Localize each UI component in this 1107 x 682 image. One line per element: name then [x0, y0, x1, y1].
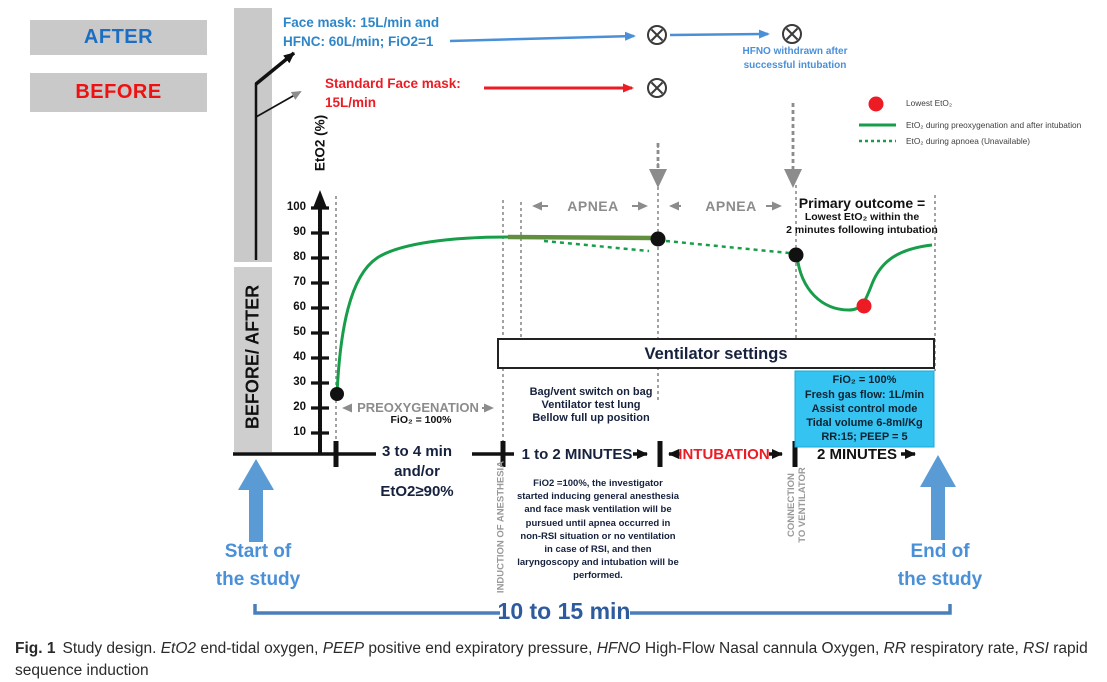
induction-description: FiO2 =100%, the investigator started ind…: [516, 478, 680, 582]
preoxygenation-fio2-label: FiO₂ = 100%: [390, 414, 452, 426]
figure-caption: Fig. 1 Study design. EtO2 end-tidal oxyge…: [15, 640, 1088, 679]
crossed-circle-icon: [782, 24, 802, 44]
primary-outcome-line2: 2 minutes following intubation: [786, 224, 938, 236]
after-strategy-label: Face mask: 15L/min and HFNC: 60L/min; Fi…: [283, 15, 440, 49]
ventilator-settings-title: Ventilator settings: [644, 345, 788, 363]
before-arm-box: BEFORE: [30, 73, 207, 112]
before-after-bar-label: BEFORE/ AFTER: [242, 284, 263, 430]
x-axis-timeline: [233, 441, 916, 467]
end-of-study-label: End of the study: [897, 541, 983, 590]
intubation-label: INTUBATION: [678, 446, 770, 463]
y-tick-label: 60: [293, 301, 306, 313]
ventilator-settings-detail-box: [794, 370, 935, 448]
preoxygenation-duration: 3 to 4 min and/or EtO2≥90%: [380, 443, 454, 500]
primary-outcome-title: Primary outcome =: [798, 195, 926, 211]
y-tick-label: 70: [293, 276, 306, 288]
y-tick-label: 30: [293, 376, 306, 388]
ventilator-settings-detail: FiO₂ = 100% Fresh gas flow: 1L/min Assis…: [804, 374, 925, 444]
curve-dots: [330, 231, 872, 401]
y-axis-label: EtO2 (%): [312, 114, 328, 172]
hfno-withdrawal-note: HFNO withdrawn after successful intubati…: [742, 46, 848, 71]
connection-vertical-label: CONNECTION TO VENTILATOR: [786, 467, 808, 543]
bagvent-note: Bag/vent switch on bag Ventilator test l…: [529, 386, 653, 424]
crossed-circle-icon: [647, 25, 667, 45]
lowest-eto2-dot: [856, 298, 872, 314]
after-arm-box: AFTER: [30, 20, 207, 55]
preoxygenation-label: PREOXYGENATION: [357, 400, 479, 415]
arm-connector-arrows: [254, 51, 302, 260]
primary-outcome-line1: Lowest EtO₂ within the: [804, 211, 920, 223]
y-tick-label: 10: [293, 426, 306, 438]
y-axis: [311, 190, 329, 455]
total-duration-bracket: [253, 604, 952, 615]
crossed-circle-icon: [647, 78, 667, 98]
y-tick-label: 40: [293, 351, 306, 363]
legend-dotted-label: EtO₂ during apnoea (Unavailable): [906, 136, 1031, 146]
apnea-label-1: APNEA: [567, 198, 619, 214]
y-tick-label: 20: [293, 401, 306, 413]
start-arrow: [238, 459, 274, 542]
event-down-arrow: [649, 103, 802, 188]
legend-solid-label: EtO₂ during preoxygenation and after int…: [906, 120, 1082, 130]
apnea-label-2: APNEA: [705, 198, 757, 214]
legend-swatches: [859, 96, 896, 143]
end-arrow: [920, 455, 956, 540]
after-arm-label: AFTER: [83, 26, 154, 48]
randomization-bar: [234, 8, 272, 452]
start-of-study-label: Start of the study: [215, 541, 301, 590]
before-strategy-label: Standard Face mask: 15L/min: [325, 76, 461, 110]
legend-lowest-label: Lowest EtO₂: [906, 98, 953, 108]
post-duration-label: 2 MINUTES: [816, 446, 898, 463]
y-tick-label: 100: [286, 201, 306, 213]
y-tick-label: 80: [293, 251, 306, 263]
y-tick-label: 50: [293, 326, 306, 338]
ventilator-settings-box: [497, 338, 935, 369]
after-arm-line: [449, 29, 770, 43]
total-duration-label: 10 to 15 min: [497, 598, 631, 624]
y-tick-label: 90: [293, 226, 306, 238]
induction-vertical-label: INDUCTION OF ANESTHESIA: [495, 460, 507, 594]
before-arm-label: BEFORE: [75, 81, 162, 103]
caption-fig-number: Fig. 1: [15, 640, 56, 657]
induction-duration-label: 1 to 2 MINUTES: [521, 446, 633, 463]
